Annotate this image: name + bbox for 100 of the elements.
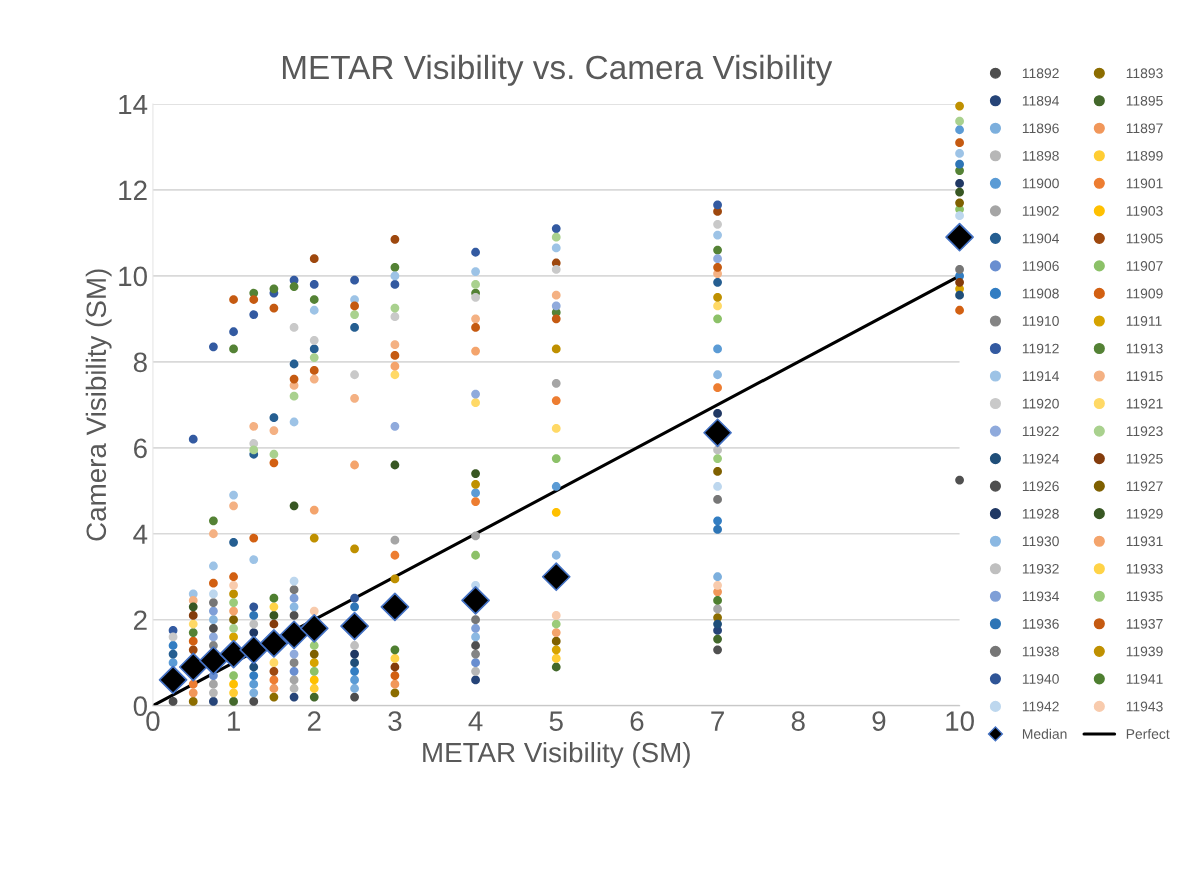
legend-label: 11921	[1126, 398, 1163, 409]
point	[309, 533, 319, 543]
point	[713, 525, 722, 534]
legend-label: 11940	[1022, 674, 1059, 684]
point	[209, 516, 218, 526]
point	[551, 454, 561, 463]
point	[209, 529, 218, 539]
point	[551, 550, 561, 560]
point	[471, 675, 480, 685]
legend-label: 11912	[1022, 343, 1059, 354]
point	[713, 645, 722, 655]
y-tick-label: 12	[119, 180, 147, 200]
point	[289, 359, 299, 369]
point	[199, 646, 228, 675]
point	[471, 550, 480, 560]
point	[471, 658, 480, 668]
legend-label: 11915	[1126, 371, 1163, 382]
legend-label: 11920	[1022, 398, 1059, 409]
point	[309, 658, 319, 668]
point	[350, 544, 359, 554]
point	[229, 696, 238, 706]
point	[209, 606, 218, 616]
point	[309, 666, 319, 676]
x-tick-label: 10	[946, 711, 974, 731]
point	[551, 611, 561, 620]
point	[309, 649, 319, 659]
point	[955, 148, 964, 158]
point	[390, 535, 400, 545]
point	[188, 688, 198, 698]
point	[249, 421, 259, 431]
point	[713, 454, 722, 463]
legend-label: 11933	[1126, 563, 1163, 574]
point	[209, 696, 218, 706]
point	[229, 632, 238, 642]
point	[249, 310, 259, 319]
point	[713, 254, 722, 264]
point	[229, 327, 238, 337]
point	[955, 101, 964, 111]
point	[289, 666, 299, 676]
point	[390, 421, 400, 431]
point	[713, 619, 722, 629]
point	[289, 684, 299, 693]
point	[340, 611, 369, 641]
legend-label: 11914	[1022, 371, 1060, 382]
point	[390, 262, 400, 272]
point	[209, 342, 218, 352]
point	[390, 550, 400, 560]
point	[269, 666, 279, 676]
point	[269, 675, 279, 685]
chart-title: METAR Visibility vs. Camera Visibility	[282, 54, 833, 86]
point	[249, 555, 259, 564]
point	[955, 138, 964, 148]
point	[471, 497, 480, 506]
point	[713, 572, 722, 582]
point	[350, 310, 359, 319]
legend-label: 11900	[1022, 178, 1059, 189]
point	[229, 580, 238, 590]
legend-label: 11923	[1126, 426, 1163, 437]
point	[551, 619, 561, 629]
point	[703, 418, 732, 448]
legend-label: 11902	[1022, 206, 1059, 216]
point	[551, 224, 561, 233]
point	[390, 662, 400, 672]
legend-label: 11934	[1022, 591, 1060, 602]
y-tick-label: 2	[134, 610, 147, 630]
point	[713, 383, 722, 393]
point	[713, 595, 722, 605]
point	[390, 688, 400, 698]
legend-label: 11938	[1022, 646, 1059, 657]
point	[350, 684, 359, 693]
point	[471, 488, 480, 498]
point	[390, 574, 400, 584]
point	[390, 654, 400, 663]
point	[471, 649, 480, 659]
point	[551, 482, 561, 491]
point	[299, 613, 329, 643]
point	[229, 598, 238, 607]
point	[471, 323, 480, 332]
x-tick-label: 3	[388, 711, 402, 731]
point	[229, 295, 238, 304]
y-tick-label: 8	[133, 352, 147, 373]
legend-label: Perfect	[1126, 728, 1170, 739]
point	[269, 619, 279, 629]
x-tick-label: 7	[711, 711, 724, 731]
point	[269, 449, 279, 459]
legend-label: 11898	[1022, 150, 1059, 161]
point	[390, 671, 400, 680]
point	[289, 675, 299, 685]
point	[249, 295, 259, 304]
legend-label: 11895	[1126, 95, 1163, 106]
point	[380, 592, 410, 622]
x-tick-label: 9	[872, 711, 886, 731]
point	[168, 641, 178, 650]
point	[229, 623, 238, 633]
point	[350, 370, 359, 380]
point	[289, 282, 299, 292]
point	[713, 482, 722, 491]
point	[188, 434, 198, 444]
point	[309, 606, 319, 616]
y-tick-label: 14	[119, 94, 148, 115]
